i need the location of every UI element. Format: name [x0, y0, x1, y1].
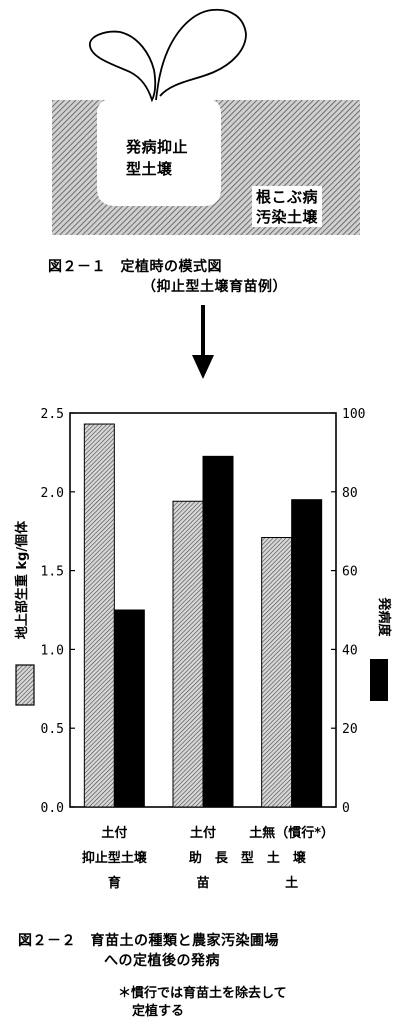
outer-soil-label-line1: 根こぶ病 [252, 186, 323, 207]
right-tick-label: 60 [342, 565, 358, 580]
category-label: 土付 [101, 825, 127, 841]
right-tick-label: 80 [342, 486, 358, 501]
left-axis-label: 地上部生重 kg/個体 [14, 520, 30, 639]
category-row3-label: 苗 [196, 875, 209, 891]
figure2-note-line2: 定植する [132, 1004, 185, 1019]
bar-fresh-weight [83, 423, 115, 808]
category-row2-label: 助 長 型 土 壌 [189, 850, 307, 866]
right-tick-label: 20 [342, 722, 358, 737]
bar-disease-index [202, 455, 234, 808]
right-axis-label: 発病度 [376, 596, 392, 637]
inner-soil-label-line1: 発病抑止 [126, 138, 189, 156]
figure2-subcaption: への定植後の発病 [104, 953, 220, 969]
inner-soil-label-line2: 型土壌 [126, 160, 173, 178]
left-tick-label: 1.5 [41, 565, 64, 580]
figure1-caption: 図２－１ 定植時の模式図 [48, 259, 222, 275]
seedling-icon [89, 8, 247, 103]
bar-fresh-weight [261, 537, 293, 808]
legend-swatch-disease-index [370, 659, 388, 701]
down-arrow-icon [192, 305, 214, 379]
right-tick-label: 100 [342, 407, 365, 422]
left-tick-label: 2.5 [41, 407, 64, 422]
left-tick-label: 0.0 [41, 801, 64, 816]
left-tick-label: 1.0 [41, 643, 64, 658]
figure2-caption: 図２－２ 育苗土の種類と農家汚染圃場 [18, 933, 279, 949]
bar-disease-index [113, 609, 145, 808]
left-tick-label: 0.5 [41, 722, 64, 737]
category-row3-label: 育 [108, 875, 121, 891]
category-label: 土付 [190, 825, 216, 841]
category-row3-label: 土 [285, 875, 298, 891]
suppressive-soil-plug [97, 99, 221, 206]
outer-soil-label-line2: 汚染土壌 [252, 206, 323, 227]
figure2-note-line1: ＊慣行では育苗土を除去して [118, 986, 287, 1001]
bar-chart: 0.0 0.5 1.0 1.5 2.0 2.5 0 20 40 60 80 100 土付育 土付苗 土無（慣… [14, 407, 392, 891]
right-tick-label: 0 [342, 801, 350, 816]
left-tick-label: 2.0 [41, 486, 64, 501]
planting-diagram [52, 8, 360, 235]
legend-swatch-fresh-weight [15, 664, 35, 706]
category-row2-label: 抑止型土壌 [82, 850, 148, 866]
category-label: 土無（慣行*） [249, 825, 334, 841]
bar-disease-index [291, 499, 323, 808]
figure1-subcaption: （抑止型土壌育苗例） [142, 279, 287, 295]
right-tick-label: 40 [342, 643, 358, 658]
bar-fresh-weight [172, 500, 204, 808]
